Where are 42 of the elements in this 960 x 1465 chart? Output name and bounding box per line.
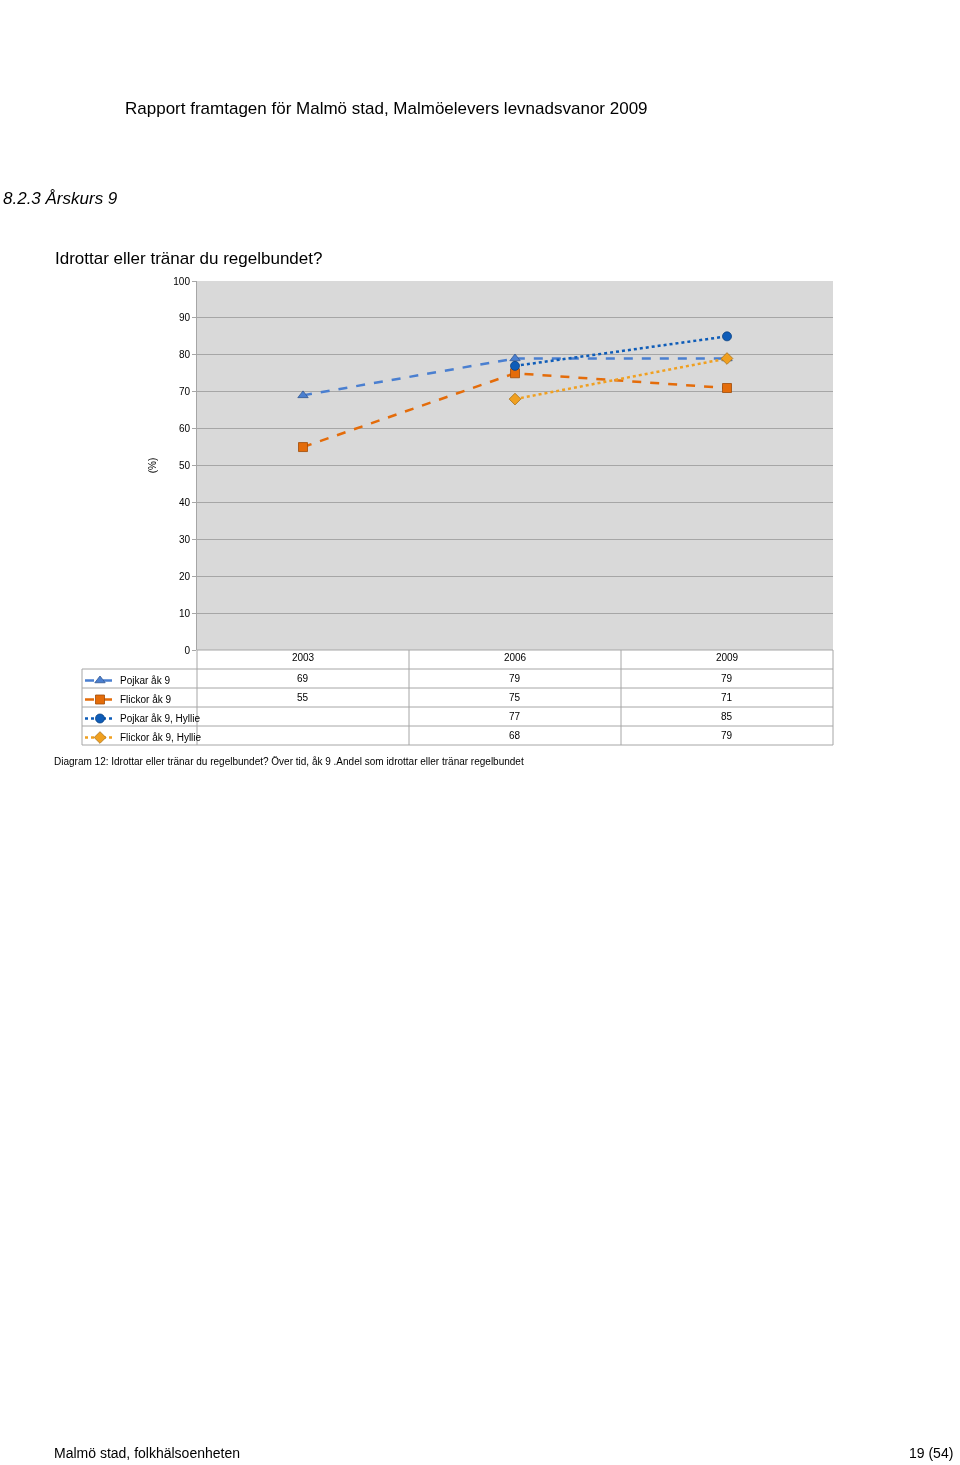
point: [297, 390, 309, 399]
y-tick-label: 20: [178, 570, 191, 582]
y-tick-label: 10: [178, 607, 191, 619]
data-label: 75: [509, 692, 521, 703]
y-axis-title: (%): [147, 457, 159, 474]
x-tick-label: 2003: [291, 652, 315, 663]
point: [298, 442, 308, 452]
text: Diagram 12: Idrottar eller tränar du regelbundet? Över tid, åk 9 .Andel som idrottar eller tränar regelbundet: [54, 756, 524, 767]
text: Rapport framtagen för Malmö stad, Malmöelevers levnadsvanor 2009: [125, 99, 648, 118]
data-label: 79: [721, 673, 733, 684]
point: [510, 360, 520, 371]
data-label: 79: [509, 673, 521, 684]
text: Malmö stad, folkhälsoenheten: [54, 1445, 240, 1461]
y-tick-label: 40: [178, 496, 191, 508]
data-label: 55: [297, 692, 309, 703]
point: [722, 331, 732, 342]
data-label: 77: [509, 711, 521, 722]
legend-label: Pojkar åk 9: [120, 675, 171, 687]
x-tick-label: 2009: [715, 652, 739, 663]
data-label: 79: [721, 730, 733, 741]
data-label: 69: [297, 673, 309, 684]
legend-label: Flickor åk 9, Hyllie: [120, 732, 202, 744]
data-label: 85: [721, 711, 733, 722]
legend-label: Flickor åk 9: [120, 694, 172, 706]
y-tick-label: 90: [178, 312, 191, 324]
point: [722, 383, 732, 393]
y-tick-label: 50: [178, 460, 191, 471]
chart-title: Idrottar eller tränar du regelbundet?: [55, 248, 323, 268]
y-tick-label: 60: [178, 423, 191, 435]
x-tick-label: 2006: [503, 652, 527, 663]
y-tick-label: 70: [178, 386, 191, 398]
data-label: 68: [509, 730, 521, 741]
y-tick-label: 100: [173, 275, 191, 287]
data-label: 71: [721, 692, 733, 703]
y-tick-label: 80: [178, 349, 191, 361]
text: 8.2.3 Årskurs 9: [3, 189, 118, 208]
y-tick-label: 30: [178, 533, 191, 545]
legend-label: Pojkar åk 9, Hyllie: [120, 713, 201, 725]
point: [508, 392, 522, 406]
y-tick-label: 0: [184, 644, 191, 656]
point: [509, 353, 521, 362]
text: 19 (54): [909, 1445, 954, 1461]
